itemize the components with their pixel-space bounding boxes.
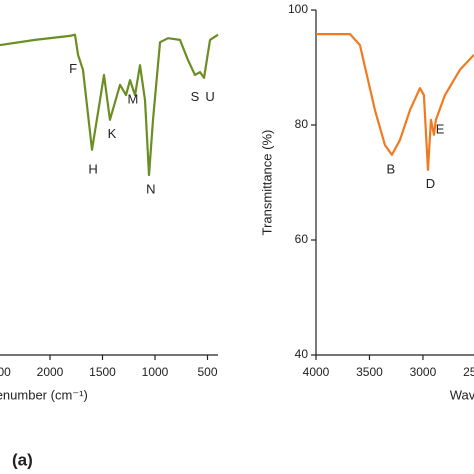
x-axis-label: Wavenumber (cm⁻¹) bbox=[450, 387, 474, 402]
x-tick-label: 500 bbox=[197, 365, 217, 379]
peak-label: M bbox=[128, 92, 139, 107]
y-tick-label: 40 bbox=[295, 347, 309, 361]
peak-label: K bbox=[108, 126, 117, 141]
x-tick-label: 2500 bbox=[0, 365, 11, 379]
peak-label: H bbox=[88, 161, 97, 176]
peak-label: D bbox=[426, 176, 435, 191]
peak-label: N bbox=[146, 181, 155, 196]
x-tick-label: 2000 bbox=[37, 365, 64, 379]
x-tick-label: 3000 bbox=[410, 365, 437, 379]
x-tick-label: 2500 bbox=[463, 365, 474, 379]
peak-label: F bbox=[69, 61, 77, 76]
x-tick-label: 4000 bbox=[303, 365, 330, 379]
y-tick-label: 80 bbox=[295, 117, 309, 131]
x-tick-label: 3500 bbox=[356, 365, 383, 379]
y-axis-label: Transmittance (%) bbox=[259, 130, 274, 236]
peak-label: E bbox=[436, 122, 445, 137]
x-tick-label: 1500 bbox=[89, 365, 116, 379]
peak-label: U bbox=[205, 89, 214, 104]
peak-label: S bbox=[191, 89, 200, 104]
peak-label: B bbox=[387, 161, 396, 176]
x-axis-label: Wavenumber (cm⁻¹) bbox=[0, 387, 88, 402]
y-tick-label: 100 bbox=[288, 2, 308, 16]
spectrum-line bbox=[316, 33, 474, 171]
panel-label: (a) bbox=[12, 450, 33, 469]
y-tick-label: 60 bbox=[295, 232, 309, 246]
spectrum-line bbox=[0, 33, 219, 177]
x-tick-label: 1000 bbox=[142, 365, 169, 379]
